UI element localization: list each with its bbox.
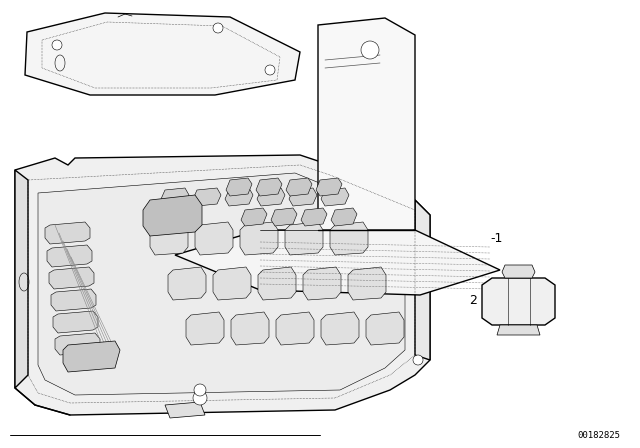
Circle shape (194, 384, 206, 396)
Polygon shape (143, 195, 202, 236)
Polygon shape (53, 311, 98, 333)
Polygon shape (331, 208, 357, 226)
Polygon shape (301, 208, 327, 226)
Polygon shape (38, 173, 405, 395)
Polygon shape (231, 312, 269, 345)
Polygon shape (258, 267, 296, 300)
Polygon shape (276, 312, 314, 345)
Polygon shape (330, 222, 368, 255)
Polygon shape (271, 208, 297, 226)
Polygon shape (25, 13, 300, 95)
Polygon shape (502, 265, 535, 278)
Text: 00182825: 00182825 (577, 431, 620, 440)
Polygon shape (303, 267, 341, 300)
Polygon shape (213, 267, 251, 300)
Polygon shape (168, 267, 206, 300)
Polygon shape (175, 230, 500, 295)
Polygon shape (47, 245, 92, 267)
Circle shape (193, 391, 207, 405)
Polygon shape (165, 402, 205, 418)
Text: -1: -1 (490, 232, 502, 245)
Polygon shape (286, 178, 312, 196)
Polygon shape (15, 170, 28, 388)
Polygon shape (55, 333, 100, 355)
Text: 2: 2 (469, 293, 477, 306)
Circle shape (213, 23, 223, 33)
Polygon shape (240, 222, 278, 255)
Polygon shape (257, 188, 285, 206)
Polygon shape (289, 188, 317, 206)
Circle shape (52, 40, 62, 50)
Polygon shape (51, 289, 96, 311)
Polygon shape (45, 222, 90, 244)
Polygon shape (321, 188, 349, 206)
Polygon shape (63, 341, 120, 372)
Polygon shape (193, 188, 221, 206)
Polygon shape (318, 18, 415, 240)
Polygon shape (225, 188, 253, 206)
Circle shape (413, 355, 423, 365)
Polygon shape (316, 178, 342, 196)
Polygon shape (195, 222, 233, 255)
Polygon shape (15, 155, 430, 415)
Polygon shape (321, 312, 359, 345)
Polygon shape (150, 222, 188, 255)
Polygon shape (348, 267, 386, 300)
Polygon shape (161, 188, 189, 206)
Polygon shape (241, 208, 267, 226)
Polygon shape (497, 325, 540, 335)
Polygon shape (285, 222, 323, 255)
Polygon shape (415, 200, 430, 360)
Polygon shape (186, 312, 224, 345)
Circle shape (361, 41, 379, 59)
Polygon shape (256, 178, 282, 196)
Polygon shape (226, 178, 252, 196)
Circle shape (265, 65, 275, 75)
Polygon shape (49, 267, 94, 289)
Polygon shape (366, 312, 404, 345)
Polygon shape (482, 278, 555, 325)
